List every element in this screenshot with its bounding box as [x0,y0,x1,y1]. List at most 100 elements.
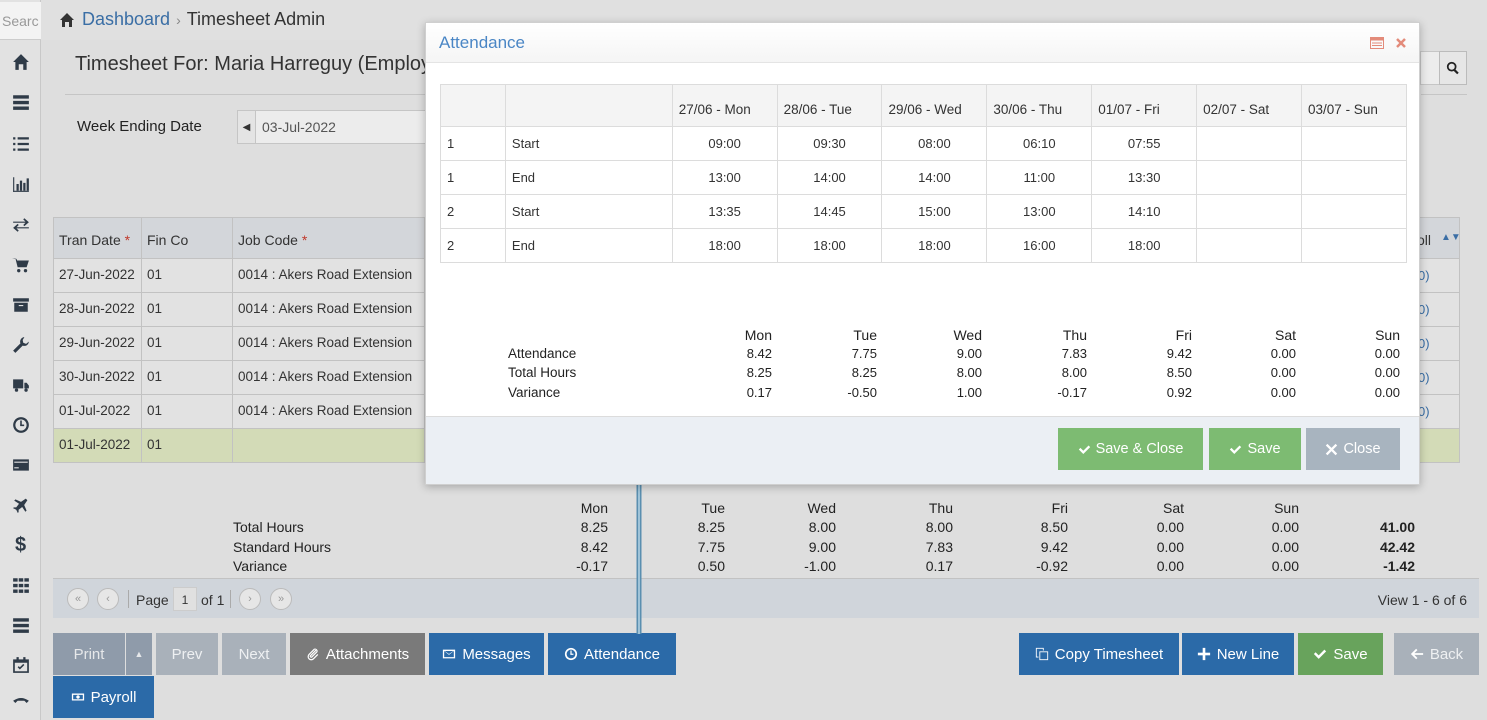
credit-card-icon[interactable] [0,445,41,485]
new-line-button[interactable]: New Line [1182,633,1294,675]
time-cell[interactable]: 06:10 [986,126,1093,161]
time-cell[interactable] [1301,228,1407,263]
totals-day-headers: Mon Tue Wed Thu Fri Sat Sun [580,500,1299,516]
back-button[interactable]: Back [1394,633,1479,675]
attendance-row: 2 Start 13:35 14:45 15:00 13:00 14:10 [440,194,1407,229]
phone-icon[interactable] [0,688,41,718]
page-title: Timesheet For: Maria Harreguy (Employee [75,53,454,75]
payroll-button[interactable]: Payroll [53,676,154,718]
attendance-table: 27/06 - Mon 28/06 - Tue 29/06 - Wed 30/0… [440,84,1407,263]
time-cell[interactable]: 13:35 [671,194,778,229]
wrench-icon[interactable] [0,325,41,365]
copy-timesheet-button[interactable]: Copy Timesheet [1019,633,1179,675]
prev-page-icon[interactable]: ‹ [97,588,119,610]
pager-divider [128,590,129,608]
time-cell[interactable]: 13:30 [1091,160,1198,195]
archive-icon[interactable] [0,285,41,325]
next-page-icon[interactable]: › [239,588,261,610]
attachments-button[interactable]: Attachments [290,633,425,675]
time-cell[interactable] [1301,126,1407,161]
prev-button[interactable]: Prev [156,633,218,675]
total-hours-row: Total Hours 8.25 8.25 8.00 8.00 8.50 0.00 0.00… [233,519,1415,535]
time-cell[interactable]: 11:00 [986,160,1093,195]
first-page-icon[interactable]: « [67,588,89,610]
check-icon [1314,649,1327,659]
breadcrumb-current: Timesheet Admin [186,9,326,29]
print-dropdown-caret-icon[interactable]: ▲ [126,633,152,675]
view-count: View 1 - 6 of 6 [1377,592,1467,608]
time-cell[interactable]: 13:00 [671,160,778,195]
time-cell[interactable]: 09:30 [776,126,883,161]
col-header: 27/06 - Mon [671,84,778,127]
week-ending-input[interactable]: ◀ 03-Jul-2022 [237,110,427,144]
next-button[interactable]: Next [222,633,286,675]
cart-icon[interactable] [0,245,41,285]
time-cell[interactable]: 18:00 [671,228,778,263]
dollar-icon[interactable]: $ [14,533,27,556]
home-icon[interactable] [0,42,41,82]
attendance-header-row: 27/06 - Mon 28/06 - Tue 29/06 - Wed 30/0… [440,84,1407,127]
grid-icon[interactable] [0,565,41,605]
time-cell[interactable] [1196,194,1303,229]
list-icon[interactable] [0,124,41,164]
title-divider [65,94,465,95]
standard-hours-row: Standard Hours 8.42 7.75 9.00 7.83 9.42 0.00 0… [233,539,1415,555]
sidebar-search-input[interactable]: Searc [0,2,41,40]
window-icon[interactable] [1370,37,1384,49]
attendance-button[interactable]: Attendance [548,633,676,675]
search-divider [1421,94,1467,95]
arrow-left-icon [1410,648,1423,660]
breadcrumb-dashboard-link[interactable]: Dashboard [82,9,171,29]
last-page-icon[interactable]: » [270,588,292,610]
home-icon[interactable] [58,12,76,28]
save-close-button[interactable]: Save & Close [1058,428,1203,470]
messages-button[interactable]: Messages [429,633,544,675]
attendance-row: 1 End 13:00 14:00 14:00 11:00 13:30 [440,160,1407,195]
time-cell[interactable] [1196,160,1303,195]
header-fin-co[interactable]: Fin Co [142,218,233,258]
time-cell[interactable] [1196,228,1303,263]
close-icon[interactable] [1394,37,1408,49]
page-input[interactable]: 1 [173,587,197,611]
time-cell[interactable]: 09:00 [671,126,778,161]
print-button[interactable]: Print [53,633,125,675]
page-of-label: of 1 [201,592,225,608]
header-tran-date[interactable]: Tran Date * [54,218,142,258]
exchange-icon[interactable] [0,205,41,245]
plane-icon[interactable] [0,485,41,525]
time-cell[interactable]: 14:00 [881,160,988,195]
time-cell[interactable]: 15:00 [881,194,988,229]
time-cell[interactable]: 18:00 [776,228,883,263]
bar-chart-icon[interactable] [0,164,41,204]
time-cell[interactable]: 08:00 [881,126,988,161]
truck-icon[interactable] [0,365,41,405]
time-cell[interactable]: 18:00 [881,228,988,263]
time-cell[interactable]: 14:10 [1091,194,1198,229]
breadcrumb-separator: › [176,11,181,28]
calendar-icon[interactable] [0,645,41,685]
caret-left-icon[interactable]: ◀ [238,111,256,143]
time-cell[interactable] [1196,126,1303,161]
sort-icon[interactable]: ▲▼ [1441,232,1461,243]
time-cell[interactable]: 14:00 [776,160,883,195]
clock-icon[interactable] [0,405,41,445]
time-cell[interactable]: 13:00 [986,194,1093,229]
time-cell[interactable] [1301,194,1407,229]
time-cell[interactable]: 16:00 [986,228,1093,263]
time-cell[interactable] [1301,160,1407,195]
col-header: 28/06 - Tue [776,84,883,127]
stack-icon[interactable] [0,605,41,645]
table-icon[interactable] [0,82,41,122]
search-button[interactable] [1439,51,1467,85]
header-job-code[interactable]: Job Code * [233,218,425,258]
time-cell[interactable]: 07:55 [1091,126,1198,161]
sidebar: Searc $ [0,0,41,720]
modal-close-button[interactable]: Close [1306,428,1400,470]
attendance-row: 1 Start 09:00 09:30 08:00 06:10 07:55 [440,126,1407,161]
time-cell[interactable]: 18:00 [1091,228,1198,263]
time-cell[interactable]: 14:45 [776,194,883,229]
search-input[interactable] [1420,51,1440,85]
save-button[interactable]: Save [1298,633,1383,675]
week-ending-value: 03-Jul-2022 [262,119,336,135]
modal-save-button[interactable]: Save [1209,428,1301,470]
